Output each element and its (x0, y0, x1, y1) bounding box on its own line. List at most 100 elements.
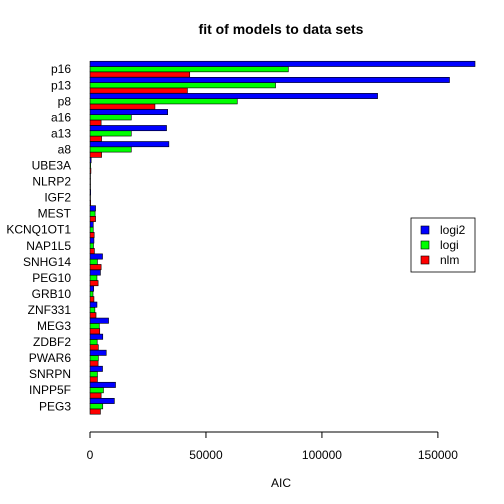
bar-logi2-PWAR6 (89, 349, 107, 356)
y-tick-label: a8 (58, 142, 72, 156)
bar-logi-p8 (89, 98, 238, 105)
x-axis-label: AIC (271, 476, 291, 490)
bar-logi-NLRP2 (89, 178, 91, 185)
bar-logi-ZDBF2 (89, 339, 98, 345)
bar-logi-PEG10 (89, 274, 98, 281)
bar-nlm-PEG10 (89, 280, 99, 287)
bar-logi2-PEG3 (89, 397, 115, 404)
bar-nlm-SNRPN (89, 376, 98, 383)
bar-nlm-p8 (89, 103, 156, 110)
bar-logi-GRB10 (89, 290, 94, 297)
bar-nlm-PEG3 (89, 408, 101, 415)
bar-logi2-a13 (89, 125, 167, 132)
y-tick-label: SNRPN (29, 367, 71, 381)
bar-nlm-UBE3A (89, 167, 92, 174)
bar-logi-PWAR6 (89, 355, 99, 362)
x-tick-label: 150000 (418, 448, 458, 462)
bar-nlm-INPP5F (89, 392, 102, 399)
y-tick-label: a16 (51, 110, 71, 124)
bar-logi2-PEG10 (89, 269, 101, 276)
bar-nlm-ZDBF2 (89, 344, 99, 351)
bar-logi-NAP1L5 (89, 242, 94, 249)
chart-title: fit of models to data sets (199, 21, 364, 37)
bar-logi-a13 (89, 130, 132, 137)
bar-logi2-SNHG14 (89, 253, 103, 260)
bar-logi-a8 (89, 146, 132, 153)
legend-label-logi: logi (440, 238, 459, 252)
y-tick-label: GRB10 (32, 287, 72, 301)
bar-nlm-IGF2 (89, 199, 91, 206)
y-tick-label: PEG3 (39, 399, 71, 413)
bar-logi2-p16 (89, 60, 476, 67)
y-tick-label: ZNF331 (28, 303, 72, 317)
bar-logi2-MEST (89, 205, 96, 212)
bar-logi-UBE3A (89, 162, 91, 169)
bar-logi-a16 (89, 114, 132, 121)
bar-logi2-a8 (89, 141, 170, 148)
y-tick-label: PWAR6 (29, 351, 72, 365)
bar-logi-KCNQ1OT1 (89, 226, 94, 233)
bar-logi2-p8 (89, 93, 378, 99)
bar-logi-IGF2 (89, 194, 91, 201)
bar-nlm-NLRP2 (89, 183, 91, 190)
bar-logi2-a16 (89, 109, 168, 116)
bar-logi-p16 (89, 66, 289, 73)
bar-logi2-MEG3 (89, 317, 109, 324)
bar-logi2-p13 (89, 77, 450, 83)
y-tick-label: PEG10 (32, 271, 71, 285)
legend-swatch-logi (420, 240, 430, 250)
x-axis: 0 50000 100000 150000 (87, 431, 458, 462)
y-tick-label: INPP5F (29, 383, 71, 397)
x-tick-label: 50000 (189, 448, 223, 462)
legend-swatch-nlm (420, 255, 430, 265)
bar-logi2-ZNF331 (89, 301, 98, 308)
bar-logi2-IGF2 (89, 189, 91, 196)
x-tick-label: 100000 (302, 448, 342, 462)
bar-logi-PEG3 (89, 403, 104, 410)
bar-logi2-GRB10 (89, 285, 95, 292)
y-tick-label: IGF2 (44, 191, 71, 205)
x-tick-label: 0 (87, 448, 94, 462)
bar-nlm-MEST (89, 216, 96, 222)
y-tick-label: KCNQ1OT1 (6, 223, 71, 237)
y-tick-label: NLRP2 (32, 175, 71, 189)
legend-label-nlm: nlm (440, 253, 459, 267)
bar-nlm-MEG3 (89, 328, 101, 335)
y-tick-label: a13 (51, 126, 71, 140)
y-tick-label: p13 (51, 78, 71, 92)
bar-logi2-NLRP2 (89, 173, 91, 180)
bar-logi2-NAP1L5 (89, 237, 95, 244)
bar-logi2-INPP5F (89, 381, 116, 388)
y-tick-label: MEST (38, 207, 72, 221)
bar-nlm-PWAR6 (89, 360, 99, 367)
bars-group (89, 60, 476, 415)
bar-nlm-a13 (89, 135, 102, 142)
bar-nlm-a8 (89, 151, 102, 158)
y-tick-label: SNHG14 (23, 255, 71, 269)
bar-logi2-KCNQ1OT1 (89, 221, 94, 228)
bar-logi-MEST (89, 210, 96, 217)
y-tick-labels: PEG3 INPP5F SNRPN PWAR6 ZDBF2 MEG3 ZNF331 GRB10… (6, 62, 71, 413)
bar-logi2-SNRPN (89, 365, 103, 372)
y-tick-label: NAP1L5 (26, 239, 71, 253)
bar-logi2-UBE3A (89, 157, 92, 164)
legend-label-logi2: logi2 (440, 223, 466, 237)
bar-nlm-GRB10 (89, 296, 95, 303)
y-tick-label: MEG3 (37, 319, 71, 333)
y-tick-label: p16 (51, 62, 71, 76)
bar-nlm-ZNF331 (89, 312, 97, 319)
bar-nlm-p13 (89, 87, 188, 94)
bar-nlm-KCNQ1OT1 (89, 232, 95, 238)
bar-logi-ZNF331 (89, 306, 96, 313)
bar-logi-SNRPN (89, 371, 98, 378)
y-tick-label: p8 (58, 94, 72, 108)
bar-nlm-NAP1L5 (89, 248, 95, 254)
bar-logi2-ZDBF2 (89, 333, 104, 340)
bar-nlm-a16 (89, 119, 102, 126)
bar-logi-p13 (89, 82, 276, 89)
bar-nlm-SNHG14 (89, 264, 102, 271)
legend-swatch-logi2 (420, 225, 430, 235)
y-tick-label: UBE3A (32, 159, 71, 173)
